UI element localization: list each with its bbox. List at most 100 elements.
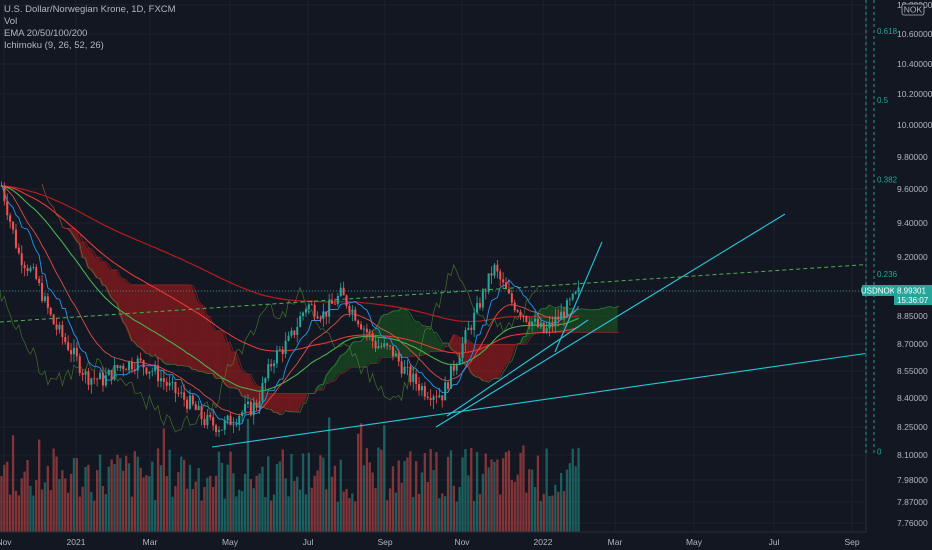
candle-body-65 [188, 395, 191, 409]
trendline-drawings[interactable] [0, 213, 891, 448]
candle-body-95 [275, 350, 278, 364]
candle-body-127 [368, 332, 371, 334]
time-axis[interactable]: Nov 2021 Mar May Jul Sep Nov 2022 Mar May Jul Sep [0, 531, 932, 550]
candle-body-38 [110, 370, 113, 380]
cloud-segment-23 [107, 264, 111, 298]
cloud-segment-69 [240, 369, 244, 398]
candle-body-188 [545, 328, 548, 333]
cloud-segment-62 [220, 330, 224, 384]
cloud-segment-162 [510, 344, 514, 361]
trendline-mid-rising [435, 213, 786, 428]
indicator-ichimoku[interactable]: Ichimoku (9, 26, 52, 26) [4, 40, 104, 51]
chikou-span [0, 263, 539, 433]
candle-body-73 [212, 417, 215, 426]
candle-body-172 [499, 271, 502, 280]
volume-bar-76 [220, 462, 224, 532]
fib-axis-label-4: 0 [877, 447, 882, 456]
cloud-segment-78 [266, 393, 270, 410]
candle-body-72 [209, 414, 212, 418]
cloud-segment-59 [211, 325, 215, 379]
price-tick-16: 7.98000 [897, 475, 928, 485]
volume-bar-28 [81, 486, 84, 532]
time-tick-3: May [222, 537, 239, 547]
ema-lines [0, 183, 579, 425]
volume-bar-74 [214, 475, 218, 532]
candle-body-112 [325, 311, 328, 317]
volume-bar-100 [290, 454, 293, 532]
volume-bar-172 [499, 494, 502, 532]
indicator-volume[interactable]: Vol [4, 16, 18, 27]
candle-body-33 [96, 378, 99, 380]
candle-body-91 [264, 378, 267, 383]
cloud-segment-35 [142, 284, 145, 354]
time-tick-4: Jul [303, 537, 314, 547]
candle-body-11 [32, 267, 35, 268]
candle-body-78 [226, 415, 229, 421]
cloud-segment-130 [417, 322, 421, 356]
cloud-segment-137 [437, 336, 441, 352]
candle-body-25 [72, 347, 75, 355]
cloud-segment-82 [278, 393, 282, 415]
candle-body-27 [78, 356, 81, 373]
cloud-segment-15 [84, 242, 87, 268]
fib-axis-label-3: 0.236 [877, 270, 898, 279]
candle-body-175 [507, 289, 510, 294]
cloud-segment-46 [174, 284, 177, 366]
price-tick-17: 7.87000 [897, 497, 928, 507]
volume-bar-126 [365, 448, 369, 532]
volume-bar-94 [272, 494, 276, 532]
volume-bar-134 [388, 488, 392, 532]
candle-body-53 [154, 365, 157, 371]
volume-bar-111 [322, 457, 325, 532]
volume-bar-29 [84, 466, 87, 532]
cloud-segment-124 [400, 308, 404, 358]
volume-bar-174 [504, 452, 508, 532]
candle-body-120 [348, 305, 351, 313]
candle-body-81 [235, 423, 238, 425]
cloud-segment-136 [435, 332, 438, 352]
volume-bar-142 [412, 496, 415, 532]
volume-bar-165 [478, 494, 482, 532]
candle-body-84 [244, 404, 247, 413]
candle-body-50 [145, 367, 148, 374]
candle-body-185 [536, 318, 539, 327]
cloud-segment-48 [179, 284, 183, 367]
volume-bar-109 [316, 470, 319, 532]
ema-50-line [1, 185, 579, 392]
price-axis[interactable]: 10.8000010.6000010.4000010.2000010.00000… [865, 0, 932, 550]
candle-body-0 [0, 185, 3, 187]
cloud-segment-163 [513, 343, 517, 354]
volume-bar-86 [249, 479, 253, 532]
candle-body-145 [420, 386, 423, 391]
candle-body-163 [473, 312, 476, 330]
volume-bar-36 [104, 494, 108, 532]
candle-body-124 [360, 324, 363, 330]
candle-body-85 [246, 401, 249, 405]
candle-countdown: 15:36:07 [897, 296, 929, 305]
cloud-segment-40 [156, 284, 160, 359]
volume-bar-110 [319, 455, 322, 532]
cloud-segment-97 [321, 375, 325, 390]
volume-bar-196 [568, 463, 572, 532]
candle-body-176 [510, 293, 513, 303]
volume-bar-105 [304, 494, 308, 532]
volume-bar-19 [55, 456, 58, 532]
last-price-value: 8.99301 [897, 287, 926, 296]
symbol-title[interactable]: U.S. Dollar/Norwegian Krone, 1D, FXCM [4, 4, 176, 15]
cloud-segment-31 [130, 284, 134, 343]
volume-bar-102 [296, 476, 299, 532]
candle-body-37 [107, 370, 110, 376]
volume-bar-146 [423, 453, 427, 532]
candle-body-97 [281, 349, 284, 354]
volume-bar-143 [414, 461, 418, 532]
volume-bar-49 [142, 477, 145, 532]
volume-bar-77 [223, 498, 226, 532]
cloud-segment-139 [443, 343, 447, 347]
cloud-segment-58 [208, 316, 212, 374]
volume-bar-18 [52, 448, 55, 532]
candle-body-148 [429, 397, 432, 401]
volume-bar-158 [458, 486, 461, 532]
candle-body-42 [122, 365, 125, 370]
indicator-ema[interactable]: EMA 20/50/100/200 [4, 28, 88, 39]
